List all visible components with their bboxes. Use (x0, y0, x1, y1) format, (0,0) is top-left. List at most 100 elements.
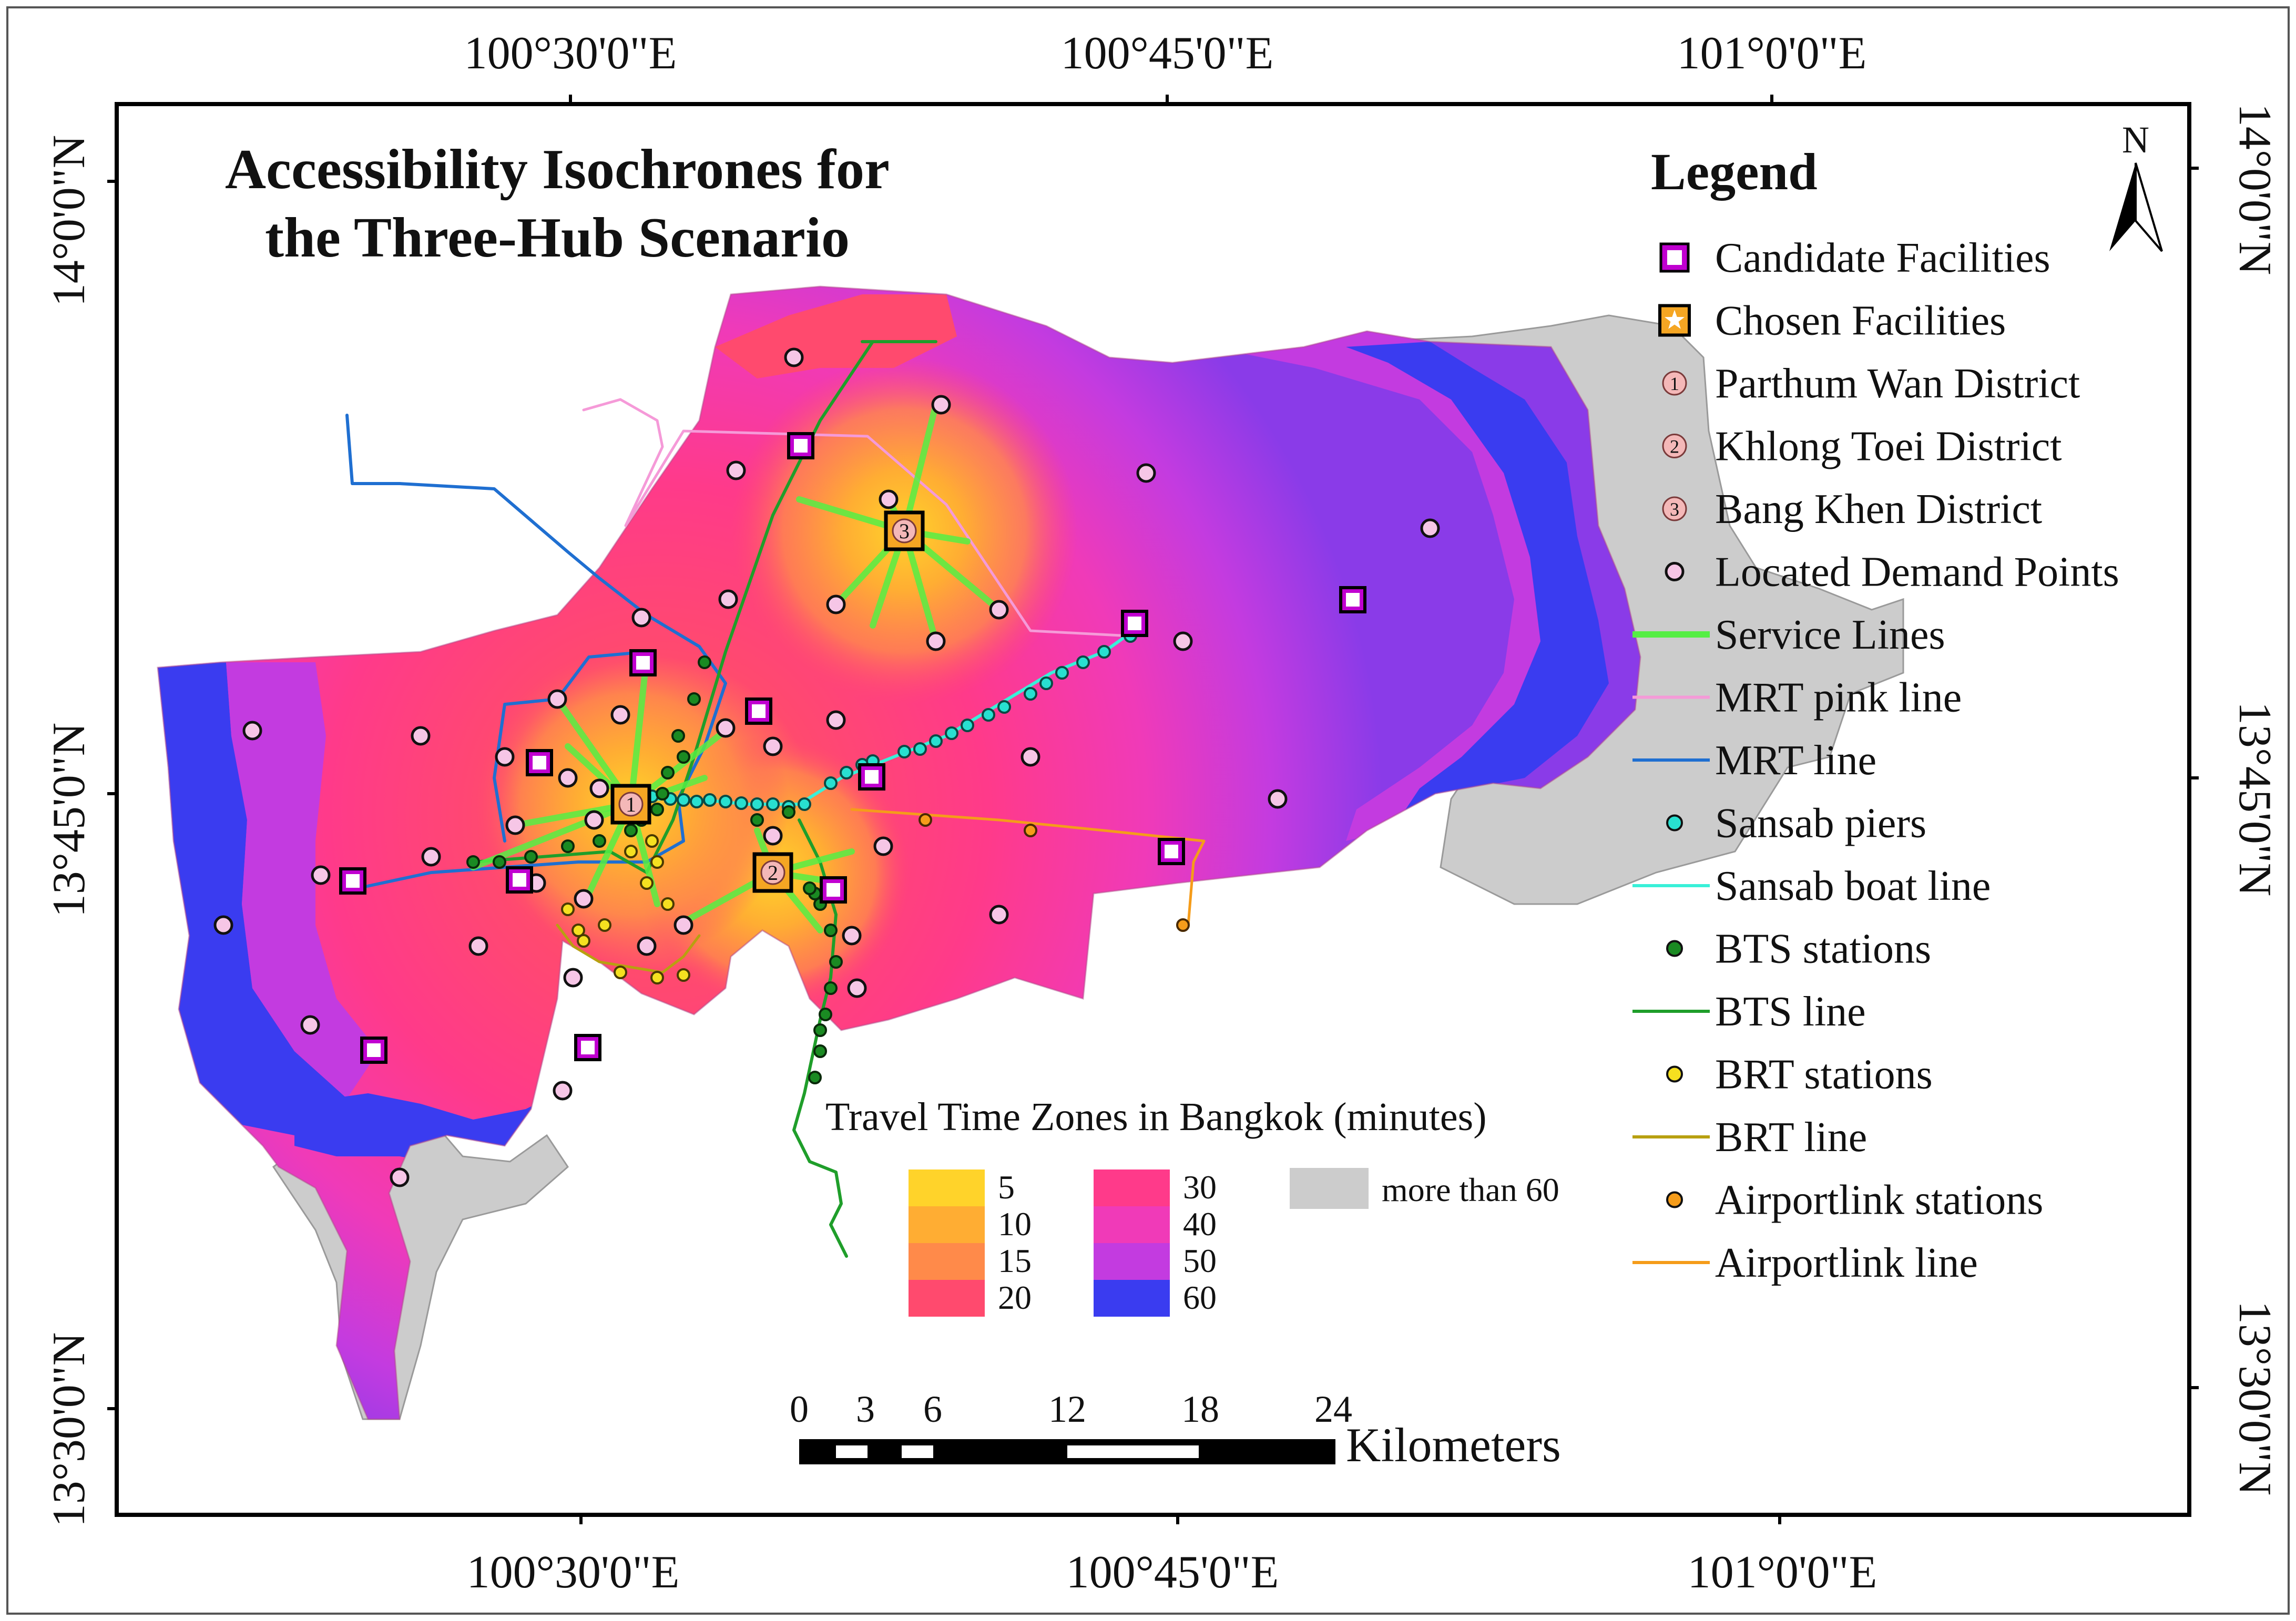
scale-bar-segment (836, 1445, 868, 1458)
lat-label-right-1: 14°0'0"N (2229, 104, 2280, 275)
north-arrow: N (2109, 119, 2163, 252)
zone-swatch-label: more than 60 (1382, 1171, 1559, 1208)
station-dot-icon (1666, 814, 1683, 832)
legend-item-label: Parthum Wan District (1715, 361, 2080, 407)
candidate-facilities (339, 432, 1366, 1064)
hub-bang-khen: 3 (884, 510, 925, 551)
airportlink-stations (919, 813, 1190, 932)
zone-swatch-label: 20 (998, 1279, 1032, 1316)
outer-frame (6, 6, 2290, 1615)
zone-swatch-label: 10 (998, 1205, 1032, 1243)
lat-label-left-2: 13°45'0"N (44, 723, 95, 918)
zone-swatch-color (1094, 1169, 1170, 1206)
zone-swatch-label: 5 (998, 1168, 1015, 1206)
north-arrow-label: N (2122, 119, 2149, 161)
zone-swatch-color (1094, 1280, 1170, 1317)
legend-item: Chosen Facilities (1658, 298, 2006, 344)
lon-label-top-2: 100°45'0"E (1061, 28, 1274, 79)
legend-item: Sansab boat line (1632, 863, 1991, 909)
zone-swatch-beyond: more than 60 (1290, 1168, 1559, 1209)
zone-swatch-color (1094, 1206, 1170, 1243)
brt-stations (561, 834, 690, 984)
zone-swatch-color (909, 1280, 985, 1317)
lat-label-left-3: 13°30'0"N (44, 1332, 95, 1527)
hub-khlong-toei-marker: 2 (768, 861, 778, 885)
zone-swatch: 15 (909, 1242, 1032, 1280)
graticule-labels: 100°30'0"E 100°45'0"E 101°0'0"E 100°30'0… (44, 28, 2280, 1598)
travel-time-title: Travel Time Zones in Bangkok (minutes) (825, 1095, 1487, 1139)
district-marker-number: 3 (1670, 499, 1679, 520)
scale-unit-label: Kilometers (1346, 1418, 1561, 1472)
district-marker-icon (1662, 496, 1687, 521)
north-arrow-right-icon (2135, 162, 2163, 252)
legend-item: 1 Parthum Wan District (1662, 361, 2080, 407)
district-marker-number: 1 (1670, 373, 1679, 394)
legend-item-label: MRT line (1715, 737, 1876, 784)
zone-swatch-label: 50 (1183, 1242, 1217, 1279)
lon-label-top-3: 101°0'0"E (1677, 28, 1867, 79)
legend-item-label: BRT stations (1715, 1052, 1933, 1098)
scale-tick-label: 18 (1181, 1388, 1219, 1430)
legend-item-label: Chosen Facilities (1715, 298, 2006, 344)
scale-tick-label: 3 (856, 1388, 875, 1430)
legend-item-label: Bang Khen District (1715, 486, 2042, 532)
legend-item-label: Airportlink line (1715, 1240, 1978, 1286)
lon-label-top-1: 100°30'0"E (464, 28, 677, 79)
legend-item-label: Sansab boat line (1715, 863, 1991, 909)
legend-item: BTS stations (1666, 926, 1931, 972)
zone-swatch: 30 (1094, 1168, 1217, 1206)
legend-item: Airportlink stations (1666, 1177, 2043, 1224)
travel-time-zones: Travel Time Zones in Bangkok (minutes) 5… (825, 1095, 1559, 1317)
scale-tick-label: 24 (1314, 1388, 1352, 1430)
legend-item-label: MRT pink line (1715, 675, 1962, 721)
zone-swatch-color (909, 1206, 985, 1243)
chosen-facilities: 3 1 2 (610, 510, 925, 893)
zone-swatch-color (1094, 1243, 1170, 1280)
legend-title: Legend (1651, 142, 1818, 201)
zone-swatch-label: 15 (998, 1242, 1032, 1279)
legend-item: BRT line (1632, 1114, 1867, 1161)
lon-label-bottom-2: 100°45'0"E (1066, 1547, 1279, 1598)
scale-tick-label: 0 (790, 1388, 809, 1430)
legend-item: MRT line (1632, 737, 1876, 784)
zone-swatch-label: 40 (1183, 1205, 1217, 1243)
lat-label-left-1: 14°0'0"N (44, 135, 95, 307)
legend-item-label: Candidate Facilities (1715, 235, 2050, 281)
station-dot-icon (1666, 1065, 1683, 1083)
legend-item: MRT pink line (1632, 675, 1962, 721)
legend-item-label: Airportlink stations (1715, 1177, 2043, 1224)
scale-tick-label: 12 (1048, 1388, 1086, 1430)
mrt-line (345, 414, 727, 890)
north-arrow-left-icon (2109, 163, 2136, 251)
station-dot-icon (1666, 940, 1683, 957)
demand-point-icon (1665, 562, 1685, 581)
scale-tick-labels: 0 3 6 12 18 24 (790, 1388, 1352, 1430)
zone-swatch-label: 60 (1183, 1279, 1217, 1316)
legend-item-label: Service Lines (1715, 612, 1945, 658)
bts-stations (466, 655, 843, 1084)
zone-swatch-color (909, 1243, 985, 1280)
legend-item-label: Located Demand Points (1715, 549, 2119, 596)
legend-item: Sansab piers (1666, 801, 1926, 847)
zone-swatch: 50 (1094, 1242, 1217, 1280)
legend-item-label: Sansab piers (1715, 801, 1926, 847)
zone-swatch: 60 (1094, 1279, 1217, 1317)
zone-swatch-color (909, 1169, 985, 1206)
star-icon (1665, 310, 1685, 329)
legend: Legend Candidate Facilities Chosen Facili… (1632, 142, 2119, 1286)
zone-swatch: 40 (1094, 1205, 1217, 1243)
hub-khlong-toei: 2 (752, 852, 793, 893)
zone-swatch-label: 30 (1183, 1168, 1217, 1206)
hub-parthum-wan-marker: 1 (626, 793, 636, 816)
legend-item-label: BTS line (1715, 989, 1866, 1035)
candidate-facility-icon-inner (1667, 250, 1682, 265)
district-marker-number: 2 (1670, 436, 1679, 457)
map-title-line-2: the Three-Hub Scenario (265, 207, 850, 269)
airportlink-line (850, 808, 1206, 927)
legend-item: Service Lines (1632, 612, 1945, 658)
zone-swatch: 20 (909, 1279, 1032, 1317)
station-dot-icon (1666, 1191, 1683, 1208)
zone-swatch: 10 (909, 1205, 1032, 1243)
